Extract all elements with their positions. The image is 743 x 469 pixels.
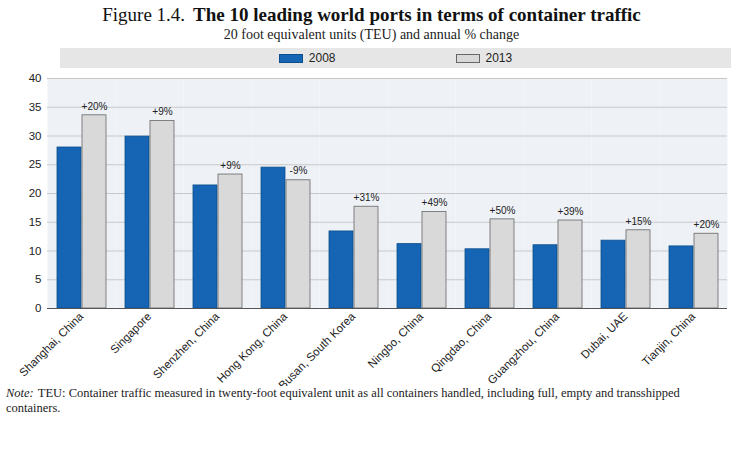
html-text:2008: 2008	[308, 51, 336, 65]
svg-text:35: 35	[29, 101, 42, 113]
html-text:Figure 1.4. The 10 leading wor: Figure 1.4. The 10 leading world ports i…	[102, 4, 641, 25]
svg-text:15: 15	[29, 216, 42, 228]
svg-text:Guangzhou, China: Guangzhou, China	[485, 310, 562, 386]
svg-text:Tianjin, China: Tianjin, China	[640, 310, 698, 368]
svg-text:+50%: +50%	[490, 205, 516, 216]
svg-text:Qingdao, China: Qingdao, China	[429, 310, 494, 375]
svg-text:Singapore: Singapore	[108, 310, 154, 356]
html-text:Note: TEU: Container traffic m: Note: TEU: Container traffic measured in…	[6, 386, 680, 415]
html-text:2013: 2013	[485, 51, 513, 65]
svg-text:+20%: +20%	[694, 219, 720, 230]
svg-text:5: 5	[35, 273, 41, 285]
svg-text:Shanghai, China: Shanghai, China	[17, 310, 86, 379]
svg-text:+39%: +39%	[558, 206, 584, 217]
svg-text:+9%: +9%	[152, 106, 172, 117]
svg-text:+20%: +20%	[82, 101, 108, 112]
svg-text:+31%: +31%	[354, 192, 380, 203]
svg-text:Shenzhen, China: Shenzhen, China	[151, 310, 222, 381]
svg-text:0: 0	[35, 302, 41, 314]
html-text:20 foot equivalent units (TEU): 20 foot equivalent units (TEU) and annua…	[223, 27, 520, 42]
svg-text:30: 30	[29, 130, 42, 142]
svg-text:Hong Kong, China: Hong Kong, China	[215, 310, 290, 385]
svg-text:25: 25	[29, 158, 42, 170]
svg-text:10: 10	[29, 245, 42, 257]
svg-text:Busan, South Korea: Busan, South Korea	[276, 310, 358, 386]
svg-text:+9%: +9%	[220, 160, 240, 171]
svg-text:+15%: +15%	[626, 216, 652, 227]
svg-text:Dubai, UAE: Dubai, UAE	[579, 310, 630, 361]
svg-text:40: 40	[29, 72, 42, 84]
svg-text:Ningbo, China: Ningbo, China	[365, 310, 425, 370]
svg-text:-9%: -9%	[290, 165, 308, 176]
svg-text:20: 20	[29, 187, 42, 199]
svg-text:+49%: +49%	[422, 197, 448, 208]
